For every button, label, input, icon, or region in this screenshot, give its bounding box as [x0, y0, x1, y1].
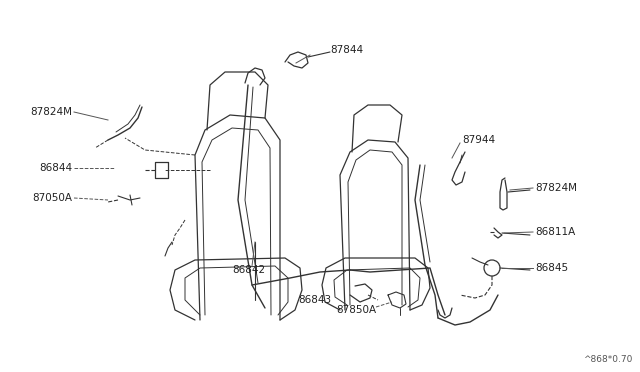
Text: 86843: 86843 [298, 295, 331, 305]
Text: 87850A: 87850A [336, 305, 376, 315]
Text: 86844: 86844 [39, 163, 72, 173]
Text: 86845: 86845 [535, 263, 568, 273]
Text: 87824M: 87824M [535, 183, 577, 193]
Text: 87824M: 87824M [30, 107, 72, 117]
Text: ^868*0.70: ^868*0.70 [582, 355, 632, 364]
Text: 87944: 87944 [462, 135, 495, 145]
Text: 87844: 87844 [330, 45, 363, 55]
Text: 86811A: 86811A [535, 227, 575, 237]
Text: 87050A: 87050A [32, 193, 72, 203]
Text: 86842: 86842 [232, 265, 265, 275]
